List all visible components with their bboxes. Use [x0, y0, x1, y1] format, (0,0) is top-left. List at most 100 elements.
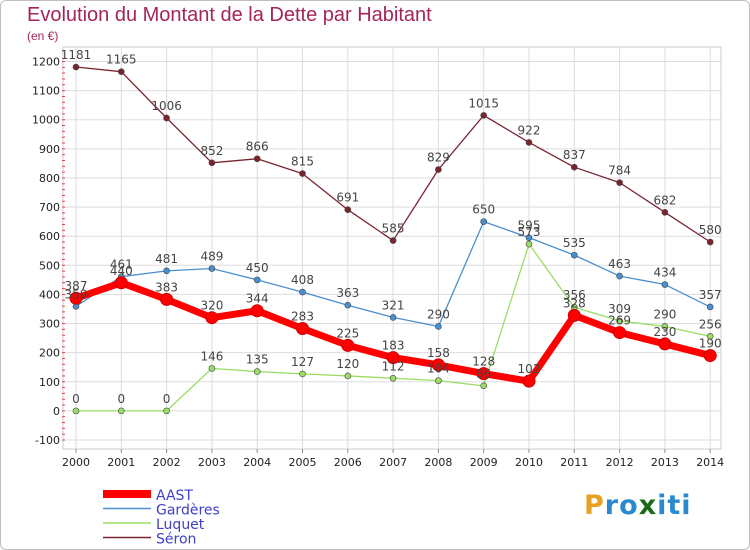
x-tick-label: 2011 — [560, 456, 588, 469]
data-label: 387 — [65, 279, 88, 293]
data-point — [208, 159, 216, 167]
data-label: 866 — [246, 140, 269, 154]
data-point — [525, 240, 533, 248]
data-label: 363 — [336, 286, 359, 300]
data-label: 146 — [200, 349, 223, 363]
data-point — [525, 139, 533, 146]
data-point — [616, 272, 623, 280]
data-point — [296, 321, 309, 335]
data-point — [386, 351, 400, 365]
data-label: 230 — [653, 325, 676, 339]
data-label: 0 — [117, 392, 125, 406]
legend-label: Gardères — [156, 503, 220, 519]
data-label: 784 — [608, 164, 631, 178]
y-tick-label: 0 — [53, 405, 60, 418]
data-point — [163, 407, 170, 415]
x-tick-label: 2009 — [470, 456, 498, 469]
data-label: 408 — [291, 273, 314, 287]
data-label: 269 — [608, 314, 631, 328]
chart-title: Evolution du Montant de la Dette par Hab… — [27, 4, 432, 26]
data-label: 0 — [163, 392, 171, 406]
x-tick-label: 2007 — [379, 456, 407, 469]
data-point — [163, 114, 170, 122]
data-label: 120 — [336, 357, 359, 371]
x-tick-label: 2002 — [153, 456, 181, 469]
logo-letter: x — [638, 490, 658, 521]
data-label: 359 — [65, 287, 88, 301]
x-tick-label: 2013 — [651, 456, 679, 469]
data-label: 1015 — [468, 96, 499, 110]
data-point — [344, 372, 352, 380]
y-tick-label: 500 — [39, 259, 60, 272]
data-point — [522, 374, 536, 388]
legend-label: Luquet — [156, 517, 205, 533]
data-label: 357 — [699, 288, 722, 302]
data-label: 815 — [291, 155, 314, 169]
data-point — [435, 377, 442, 384]
data-point — [706, 238, 714, 246]
proxiti-logo: Proxiti — [584, 490, 692, 521]
data-label: 356 — [563, 288, 586, 302]
data-point — [118, 68, 125, 75]
data-label: 852 — [200, 144, 223, 158]
data-point — [299, 288, 306, 296]
data-label: 440 — [110, 264, 133, 278]
data-label: 383 — [155, 280, 178, 294]
y-tick-label: 100 — [39, 376, 60, 389]
x-tick-label: 2014 — [696, 456, 724, 469]
data-label: 112 — [382, 359, 405, 373]
data-label: 650 — [472, 203, 495, 217]
data-label: 535 — [563, 236, 586, 250]
y-tick-label: 400 — [39, 288, 60, 301]
data-label: 0 — [72, 392, 80, 406]
data-label: 481 — [155, 252, 178, 266]
y-tick-label: -100 — [35, 434, 60, 447]
data-label: 1181 — [61, 48, 92, 62]
data-label: 573 — [518, 225, 541, 239]
data-point — [389, 237, 397, 244]
x-tick-label: 2000 — [62, 456, 90, 469]
logo-letter: i — [681, 490, 692, 521]
data-label: 829 — [427, 151, 450, 165]
data-label: 309 — [608, 302, 631, 316]
logo-letter: i — [657, 490, 668, 521]
data-label: 127 — [291, 355, 314, 369]
data-point — [480, 382, 488, 390]
data-label: 328 — [563, 296, 586, 310]
data-label: 256 — [699, 317, 722, 331]
data-point — [205, 311, 219, 325]
data-point — [250, 304, 264, 318]
data-label: 321 — [382, 298, 405, 312]
y-tick-label: 1000 — [32, 114, 60, 127]
data-label: 1165 — [106, 53, 137, 67]
x-tick-label: 2010 — [515, 456, 543, 469]
legend-label: AAST — [156, 488, 193, 504]
data-point — [480, 112, 488, 119]
data-label: 190 — [699, 337, 722, 351]
data-point — [163, 267, 170, 275]
data-point — [208, 265, 216, 272]
data-point — [160, 292, 174, 306]
data-point — [299, 170, 306, 177]
data-label: 344 — [246, 292, 269, 306]
data-point — [118, 407, 125, 415]
data-label: 682 — [653, 193, 676, 207]
data-point — [435, 166, 442, 173]
data-label: 595 — [518, 219, 541, 233]
data-point — [703, 349, 717, 363]
y-tick-label: 700 — [39, 201, 60, 214]
data-label: 290 — [427, 307, 450, 321]
x-tick-label: 2008 — [424, 456, 452, 469]
data-label: 585 — [382, 222, 405, 236]
data-label: 489 — [200, 250, 223, 264]
data-label: 450 — [246, 261, 269, 275]
data-point — [253, 368, 261, 375]
y-tick-label: 800 — [39, 172, 60, 185]
data-point — [477, 367, 491, 381]
logo-letter: P — [584, 490, 605, 521]
x-tick-label: 2001 — [107, 456, 135, 469]
data-point — [616, 317, 623, 325]
data-point — [341, 338, 355, 352]
data-point — [72, 63, 80, 71]
